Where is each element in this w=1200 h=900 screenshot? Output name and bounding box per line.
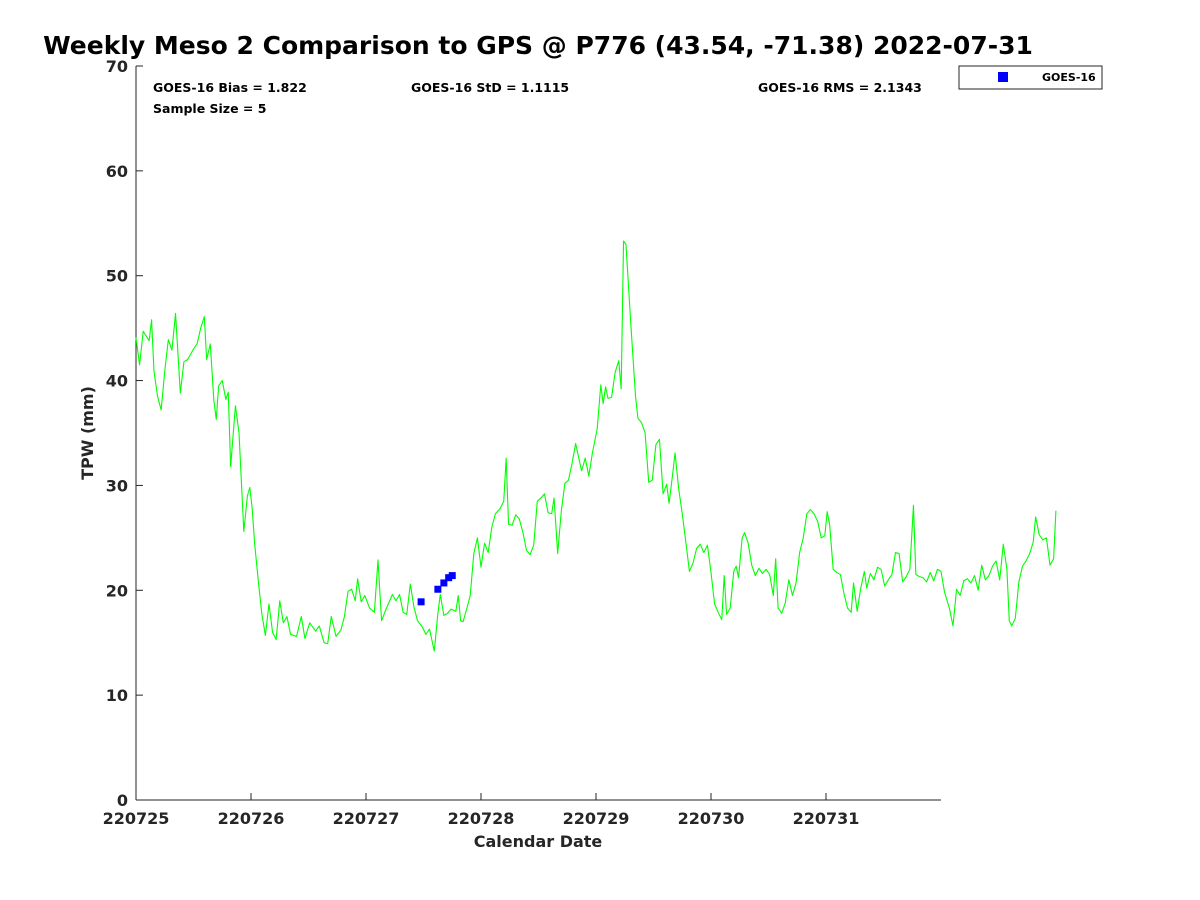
- goes16-point: [440, 579, 448, 587]
- y-tick-label: 0: [117, 791, 128, 810]
- gps-tpw-line: [135, 240, 1057, 652]
- x-ticks: 220725 220726 220727 220728 220729 220730 2207…: [103, 793, 860, 828]
- y-ticks: 0 10 20 30 40 50 60 70: [106, 57, 143, 810]
- goes16-point: [417, 598, 425, 606]
- y-tick-label: 30: [106, 476, 128, 495]
- stats-annotations: GOES-16 Bias = 1.822 GOES-16 StD = 1.111…: [153, 80, 922, 116]
- x-axis-label: Calendar Date: [474, 832, 603, 851]
- y-tick-label: 20: [106, 581, 128, 600]
- y-tick-label: 10: [106, 686, 128, 705]
- bias-stat: GOES-16 Bias = 1.822: [153, 80, 307, 95]
- std-stat: GOES-16 StD = 1.1115: [411, 80, 569, 95]
- rms-stat: GOES-16 RMS = 2.1343: [758, 80, 922, 95]
- goes16-point: [445, 574, 453, 582]
- x-tick-label: 220727: [333, 809, 400, 828]
- legend-box: [958, 65, 1103, 90]
- chart-title: Weekly Meso 2 Comparison to GPS @ P776 (…: [43, 31, 1033, 60]
- x-tick-label: 220731: [793, 809, 860, 828]
- legend-marker-goes16: [998, 72, 1008, 82]
- x-tick-label: 220725: [103, 809, 170, 828]
- goes16-point: [448, 572, 456, 580]
- sample-size-stat: Sample Size = 5: [153, 101, 266, 116]
- x-tick-label: 220728: [448, 809, 515, 828]
- x-tick-label: 220730: [678, 809, 745, 828]
- legend: GOES-16: [958, 65, 1103, 90]
- goes16-point: [434, 585, 442, 593]
- y-tick-label: 50: [106, 267, 128, 286]
- plot-area: [135, 66, 941, 801]
- x-tick-label: 220729: [563, 809, 630, 828]
- x-tick-label: 220726: [218, 809, 285, 828]
- series-layer: [135, 240, 1057, 652]
- y-axis-label: TPW (mm): [78, 386, 97, 480]
- y-tick-label: 60: [106, 162, 128, 181]
- y-tick-label: 40: [106, 372, 128, 391]
- legend-label-goes16: GOES-16: [1042, 71, 1096, 84]
- y-tick-label: 70: [106, 57, 128, 76]
